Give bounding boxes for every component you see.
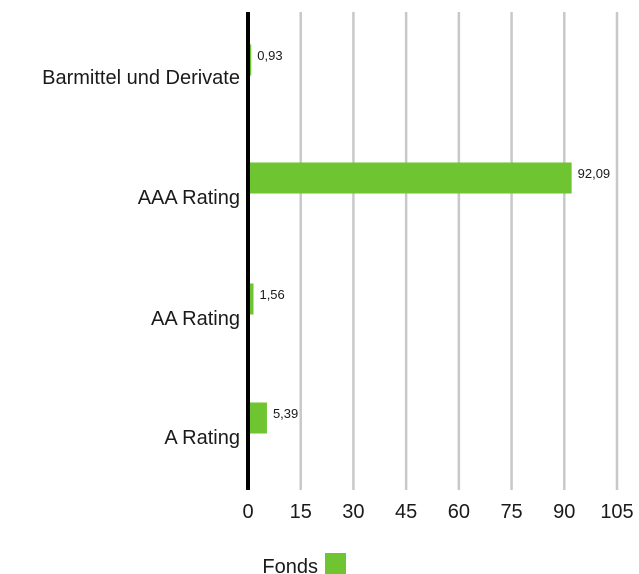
data-labels: 0,93 92,09 1,56 5,39 (257, 48, 610, 421)
category-label: A Rating (164, 427, 240, 449)
data-label: 92,09 (578, 166, 611, 181)
grid-lines (299, 12, 619, 490)
x-tick-label: 90 (553, 501, 575, 523)
x-tick-label: 30 (342, 501, 364, 523)
data-label: 1,56 (259, 287, 284, 302)
category-label: Barmittel und Derivate (42, 67, 240, 89)
x-tick-label: 0 (242, 501, 253, 523)
legend-swatch (325, 553, 346, 574)
x-tick-label: 60 (448, 501, 470, 523)
bar (248, 402, 267, 434)
x-tick-label: 45 (395, 501, 417, 523)
x-tick-labels: 0 15 30 45 60 75 90 105 (242, 501, 633, 523)
x-tick-label: 75 (500, 501, 522, 523)
data-label: 0,93 (257, 48, 282, 63)
data-label: 5,39 (273, 406, 298, 421)
category-label: AAA Rating (138, 187, 240, 209)
category-labels: Barmittel und Derivate AAA Rating AA Ratin… (42, 67, 240, 449)
bar (248, 283, 254, 315)
category-label: AA Rating (151, 308, 240, 330)
legend-label: Fonds (262, 556, 318, 574)
x-tick-label: 15 (290, 501, 312, 523)
bar (248, 162, 572, 194)
bars (248, 44, 572, 434)
legend: Fonds (262, 553, 346, 574)
x-tick-label: 105 (600, 501, 633, 523)
